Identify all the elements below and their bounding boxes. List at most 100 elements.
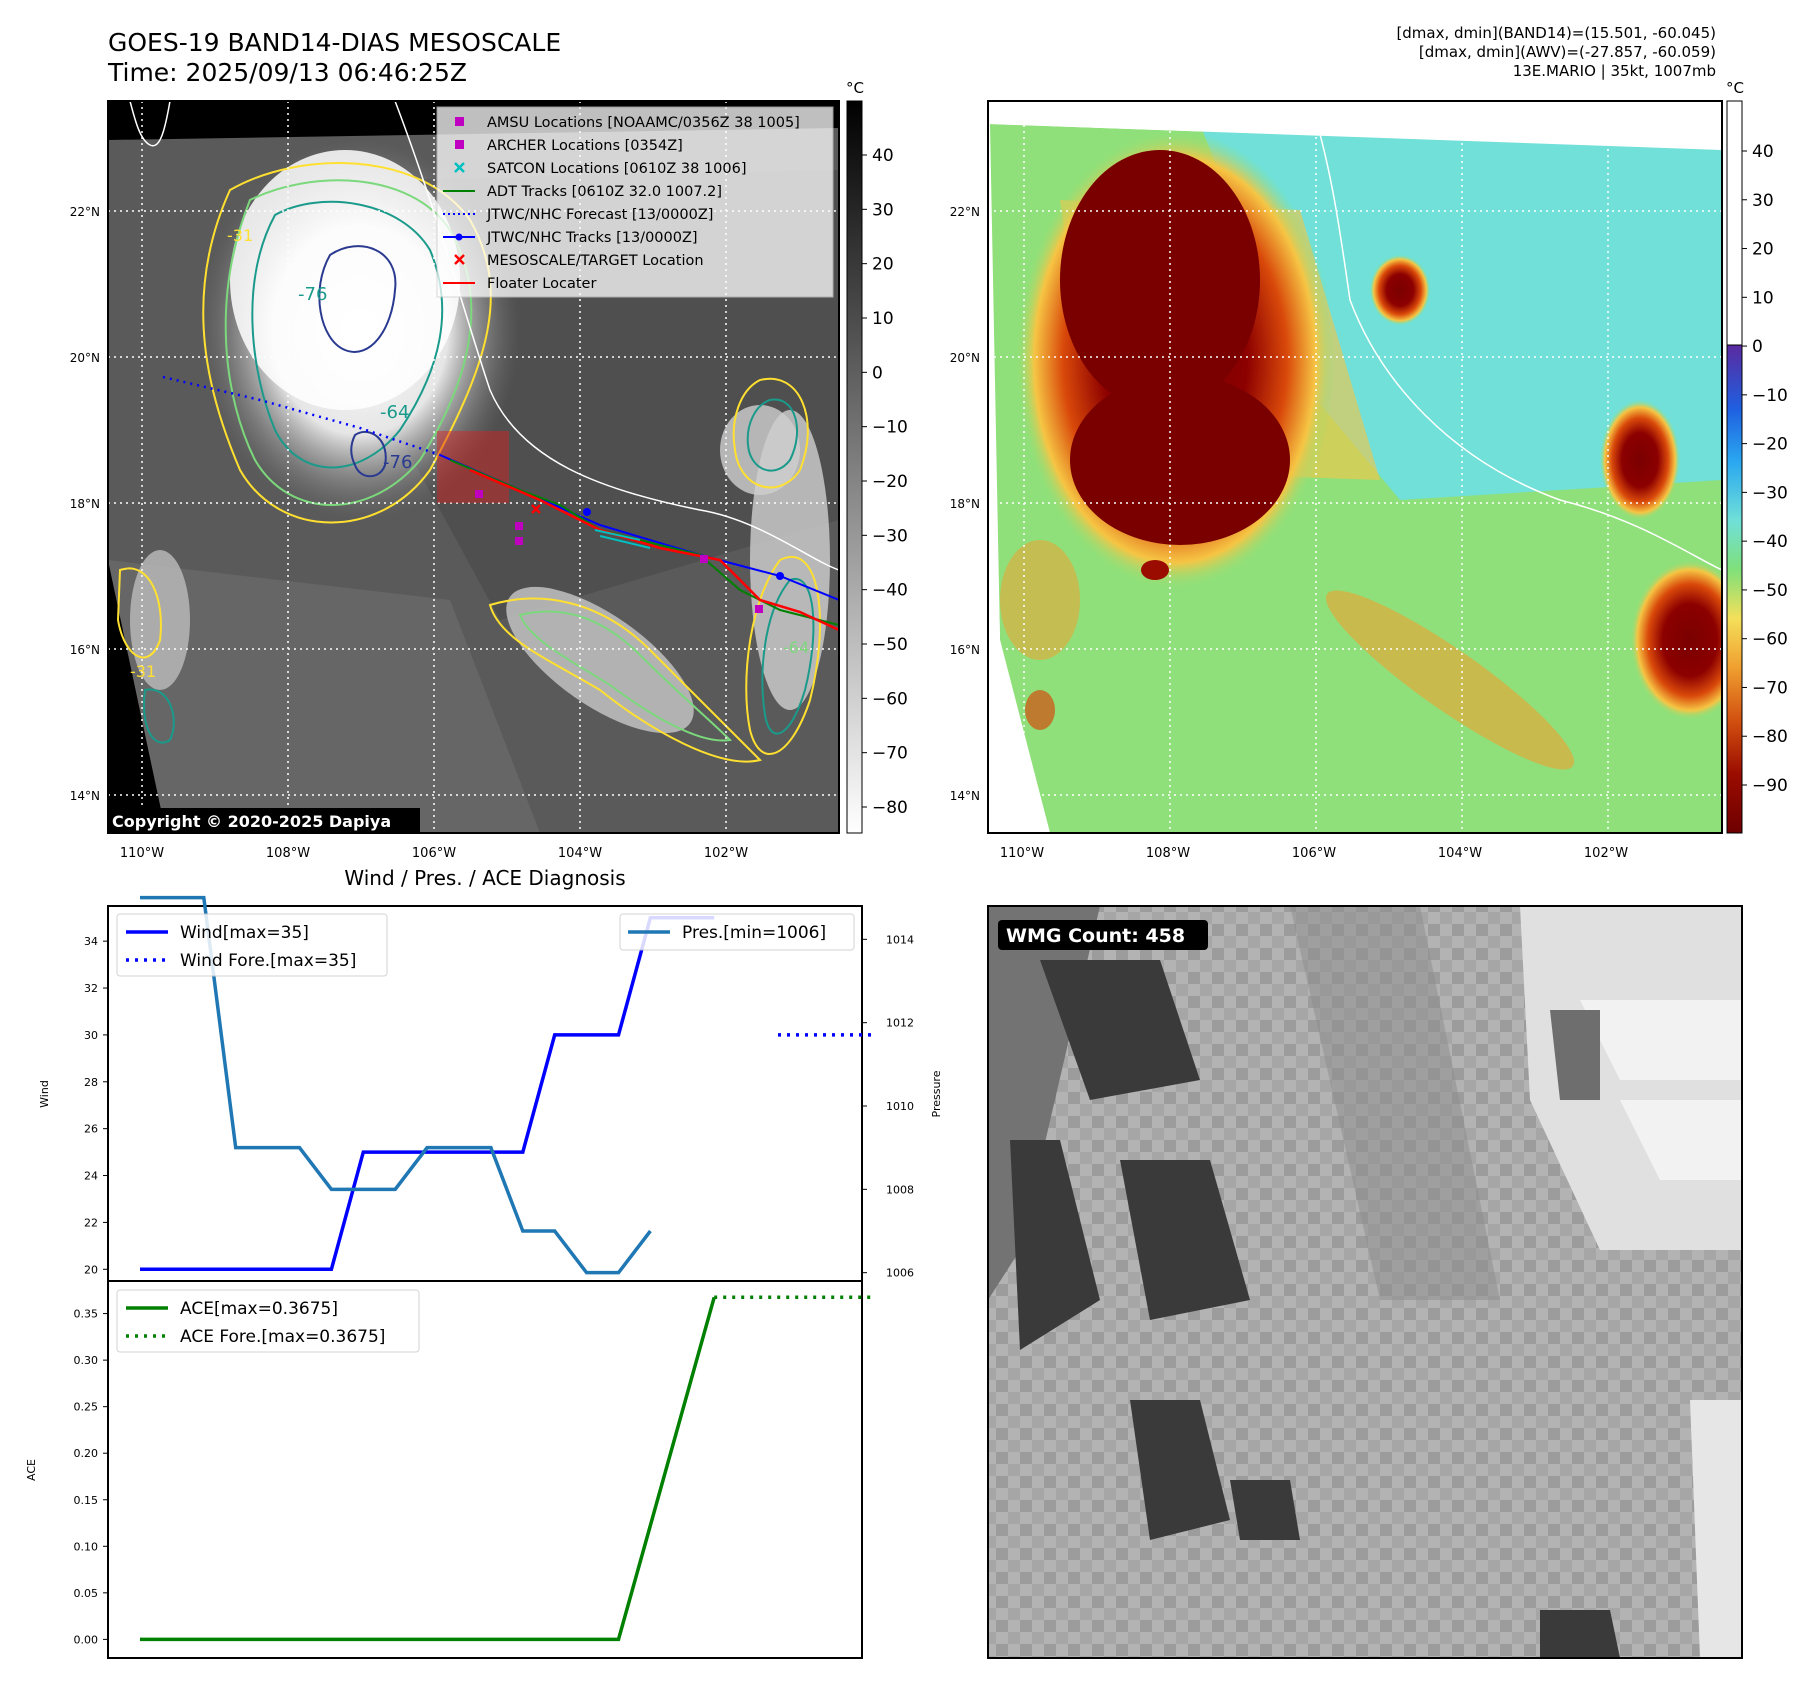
legend-label: JTWC/NHC Forecast [13/0000Z] bbox=[486, 207, 713, 223]
lon-label: 106°W bbox=[1292, 846, 1336, 861]
legend-label: ACE Fore.[max=0.3675] bbox=[180, 1327, 385, 1347]
colorbar-tick-label: 0 bbox=[872, 363, 883, 383]
colorbar-tick-label: −20 bbox=[872, 472, 908, 492]
contour-label: -31 bbox=[130, 662, 156, 681]
colorbar-tick-label: −10 bbox=[1752, 386, 1788, 406]
legend-label: MESOSCALE/TARGET Location bbox=[487, 253, 704, 269]
legend-label: SATCON Locations [0610Z 38 1006] bbox=[487, 161, 746, 177]
legend-left: Wind[max=35] Wind Fore.[max=35] bbox=[116, 913, 388, 977]
legend-ace: ACE[max=0.3675] ACE Fore.[max=0.3675] bbox=[116, 1289, 420, 1353]
colorbar-tick-label: −10 bbox=[872, 418, 908, 438]
colorbar-tick-label: −60 bbox=[1752, 630, 1788, 650]
colorbar-tick-label: 10 bbox=[1752, 288, 1774, 308]
adt-track bbox=[449, 459, 839, 626]
y2-tick-label: 1006 bbox=[886, 1267, 914, 1280]
series-line bbox=[140, 915, 715, 1272]
legend-label: ARCHER Locations [0354Z] bbox=[487, 138, 683, 154]
colorbar-tick-label: −80 bbox=[1752, 727, 1788, 747]
y-tick-label: 0.25 bbox=[74, 1401, 99, 1414]
legend-entry: MESOSCALE/TARGET Location bbox=[454, 253, 704, 269]
wmg-count-badge bbox=[998, 920, 1208, 950]
colorbar-tick-label: −50 bbox=[872, 635, 908, 655]
series-line bbox=[140, 1296, 716, 1642]
legend-entry: JTWC/NHC Forecast [13/0000Z] bbox=[443, 207, 713, 223]
lat-label: 16°N bbox=[950, 643, 980, 657]
legend-label: Wind[max=35] bbox=[180, 923, 309, 943]
y-tick-label: 0.10 bbox=[74, 1540, 99, 1553]
colorbar-unit: °C bbox=[846, 79, 864, 97]
band14-colorbar: °C 40 30 20 10 0 −10 −20 −30 −40 −50 −60 −70 −80 bbox=[846, 79, 908, 834]
y2-tick-label: 1012 bbox=[886, 1017, 914, 1030]
contour-label: -76 bbox=[298, 284, 327, 305]
y-tick-label: 0.15 bbox=[74, 1494, 99, 1507]
awv-range: [dmax, dmin](AWV)=(-27.857, -60.059) bbox=[1418, 43, 1716, 61]
lon-label: 102°W bbox=[704, 846, 748, 861]
lon-label: 102°W bbox=[1584, 846, 1628, 861]
diagnosis-title: Wind / Pres. / ACE Diagnosis bbox=[344, 866, 625, 890]
legend-entry: ADT Tracks [0610Z 32.0 1007.2] bbox=[443, 184, 722, 200]
title-line-1: GOES-19 BAND14-DIAS MESOSCALE bbox=[108, 28, 562, 57]
map-legend: AMSU Locations [NOAAMC/0356Z 38 1005] ARC… bbox=[436, 106, 834, 298]
colorbar-tick-label: 30 bbox=[872, 200, 894, 220]
lon-label: 110°W bbox=[120, 846, 164, 861]
wind-axis-label: Wind bbox=[38, 1080, 51, 1108]
figure-title: GOES-19 BAND14-DIAS MESOSCALE Time: 2025… bbox=[108, 28, 561, 88]
lon-label: 110°W bbox=[1000, 846, 1044, 861]
y-tick-label: 0.35 bbox=[74, 1308, 99, 1321]
colorbar-unit: °C bbox=[1726, 79, 1744, 97]
lat-label: 14°N bbox=[950, 789, 980, 803]
wind-pressure-chart: 20 22 24 26 28 30 32 34 1006 1008 1010 1012 1014 Wind… bbox=[38, 895, 943, 1282]
y2-tick-label: 1008 bbox=[886, 1183, 914, 1196]
wmg-count: WMG Count: 458 bbox=[1006, 925, 1185, 947]
colorbar-tick-label: −50 bbox=[1752, 581, 1788, 601]
y-tick-label: 0.20 bbox=[74, 1447, 99, 1460]
colorbar-tick-label: −60 bbox=[872, 689, 908, 709]
legend-entry: SATCON Locations [0610Z 38 1006] bbox=[454, 161, 746, 177]
y-tick-label: 20 bbox=[84, 1263, 98, 1276]
y-tick-label: 32 bbox=[84, 982, 98, 995]
contour-label: -76 bbox=[383, 452, 412, 473]
lat-label: 18°N bbox=[70, 497, 100, 511]
legend-right: Pres.[min=1006] bbox=[619, 913, 855, 951]
legend-label: ACE[max=0.3675] bbox=[180, 1299, 338, 1319]
colorbar-tick-label: 30 bbox=[1752, 191, 1774, 211]
storm-summary: 13E.MARIO | 35kt, 1007mb bbox=[1512, 62, 1716, 80]
y-tick-label: 28 bbox=[84, 1076, 98, 1089]
colorbar-tick-label: 20 bbox=[1752, 240, 1774, 260]
mesoscale-box bbox=[437, 431, 509, 503]
lat-label: 16°N bbox=[70, 643, 100, 657]
lat-label: 20°N bbox=[950, 351, 980, 365]
colorbar-tick-label: 0 bbox=[1752, 337, 1763, 357]
contour-label: -31 bbox=[227, 226, 253, 245]
legend-entry: ARCHER Locations [0354Z] bbox=[455, 138, 683, 154]
colorbar-tick-label: −30 bbox=[872, 526, 908, 546]
lat-label: 18°N bbox=[950, 497, 980, 511]
colorbar-tick-label: −90 bbox=[1752, 776, 1788, 796]
series-line bbox=[140, 895, 652, 1275]
y-tick-label: 26 bbox=[84, 1123, 98, 1136]
y-tick-label: 0.00 bbox=[74, 1633, 99, 1646]
band14-range: [dmax, dmin](BAND14)=(15.501, -60.045) bbox=[1396, 24, 1716, 42]
colorbar-tick-label: −70 bbox=[1752, 678, 1788, 698]
legend-entry: Floater Locater bbox=[443, 276, 596, 292]
colorbar-tick-label: −20 bbox=[1752, 435, 1788, 455]
colorbar-tick-label: −40 bbox=[872, 581, 908, 601]
colorbar-tick-label: 10 bbox=[872, 309, 894, 329]
lon-label: 108°W bbox=[1146, 846, 1190, 861]
legend-label: JTWC/NHC Tracks [13/0000Z] bbox=[486, 230, 698, 246]
colorbar-tick-label: −70 bbox=[872, 744, 908, 764]
contour-label: -64 bbox=[783, 638, 809, 657]
map-axis-labels: 110°W 108°W 106°W 104°W 102°W 22°N 20°N 18°N 16°… bbox=[70, 205, 748, 861]
lat-label: 22°N bbox=[950, 205, 980, 219]
legend-marker bbox=[455, 140, 464, 149]
colorbar-tick-label: 20 bbox=[872, 255, 894, 275]
y-tick-label: 0.30 bbox=[74, 1354, 99, 1367]
y-tick-label: 0.05 bbox=[74, 1587, 99, 1600]
colorbar-tick-label: −40 bbox=[1752, 532, 1788, 552]
legend-label: AMSU Locations [NOAAMC/0356Z 38 1005] bbox=[487, 115, 800, 131]
lon-label: 104°W bbox=[558, 846, 602, 861]
lon-label: 106°W bbox=[412, 846, 456, 861]
y2-tick-label: 1014 bbox=[886, 933, 914, 946]
map-axis-labels: 110°W 108°W 106°W 104°W 102°W 22°N 20°N 18°N 16°… bbox=[950, 205, 1628, 861]
